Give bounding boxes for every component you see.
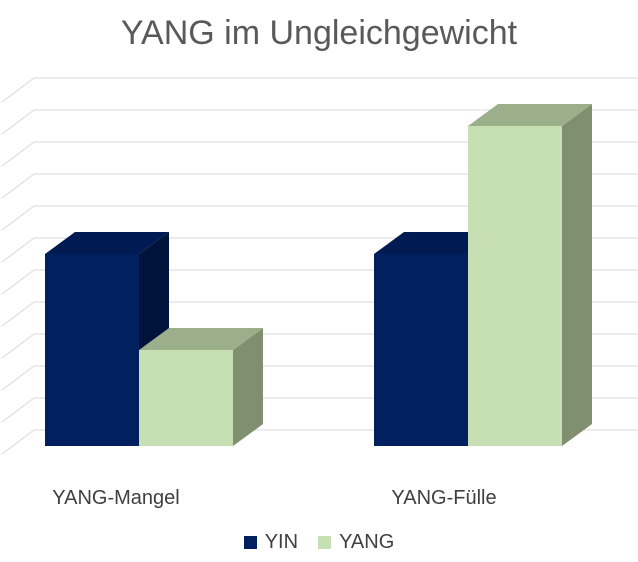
bar-front-face	[468, 126, 562, 446]
gridlines	[1, 77, 638, 455]
bar-top-face	[139, 328, 263, 350]
legend-label-yang: YANG	[339, 531, 395, 553]
bars	[45, 104, 592, 446]
bar-front-face	[45, 254, 139, 446]
category-label: YANG-Fülle	[391, 487, 496, 509]
gridline	[1, 77, 638, 103]
gridline	[1, 173, 638, 199]
bar-top-face	[374, 232, 498, 254]
bar-yang-0	[139, 328, 263, 446]
bar-top-face	[468, 104, 592, 126]
legend: YIN YANG	[0, 531, 638, 554]
chart-title: YANG im Ungleichgewicht	[120, 14, 518, 52]
legend-item-yang: YANG	[318, 531, 394, 554]
bar-side-face	[562, 104, 592, 446]
legend-swatch-yin	[243, 536, 257, 549]
legend-label-yin: YIN	[264, 531, 299, 553]
bar-front-face	[374, 254, 468, 446]
legend-item-yin: YIN	[243, 531, 299, 554]
bar-yang-1	[468, 104, 592, 446]
gridline	[1, 141, 638, 167]
bar-side-face	[233, 328, 263, 446]
legend-swatch-yang	[318, 536, 332, 549]
category-labels: YANG-Mangel YANG-Fülle	[52, 487, 496, 509]
category-label: YANG-Mangel	[52, 487, 179, 509]
gridline	[1, 205, 638, 231]
gridline	[1, 109, 638, 135]
bar-top-face	[45, 232, 169, 254]
bar-front-face	[139, 350, 233, 446]
